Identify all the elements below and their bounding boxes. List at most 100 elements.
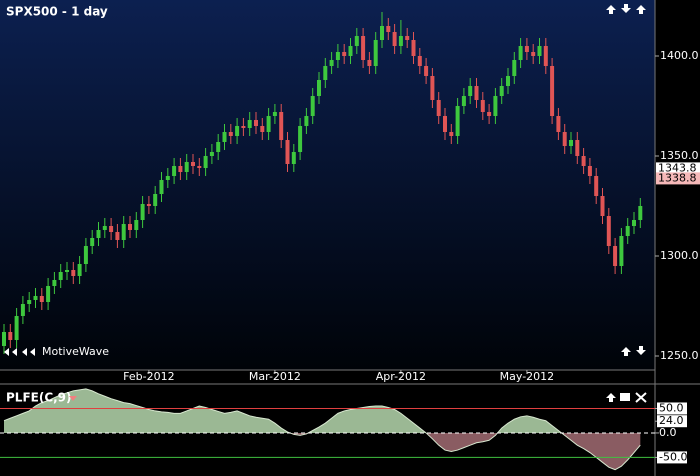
candle-body (499, 86, 504, 96)
candle-body (20, 304, 25, 316)
candle-body (468, 86, 473, 96)
candle-body (392, 32, 397, 46)
candle-body (562, 132, 567, 146)
candle-body (556, 116, 561, 132)
candle-body (575, 140, 580, 156)
candle-body (317, 80, 321, 96)
candle-body (235, 126, 240, 136)
panel-close[interactable] (635, 392, 647, 403)
candle-body (247, 120, 252, 128)
candle-body (216, 142, 221, 152)
y-tick-label: 1350.0 (660, 149, 699, 162)
candle-body (632, 220, 636, 226)
candle-body (65, 270, 69, 272)
area-outline (3, 388, 641, 471)
candle-body (178, 166, 183, 172)
candle-body (39, 296, 44, 302)
candle-body (512, 60, 517, 76)
candle-body (222, 132, 227, 142)
y-tick-label: 0.0 (659, 426, 677, 439)
y-tick-box (657, 402, 687, 415)
candle-body (405, 36, 410, 40)
candle-body (304, 116, 309, 126)
candle-body (285, 140, 290, 164)
candle-body (165, 176, 170, 180)
candle-body (348, 46, 353, 56)
candle-body (184, 162, 189, 172)
y-tick-label: 50.0 (659, 401, 684, 414)
candle-body (386, 26, 391, 32)
panel-up[interactable] (606, 393, 616, 402)
candle-body (373, 40, 378, 66)
candle-body (228, 132, 233, 136)
y-tick-label: -50.0 (659, 450, 687, 463)
y-tick-label: 1400.0 (660, 49, 699, 62)
nav-arrows[interactable] (606, 4, 646, 14)
candle-body (102, 226, 107, 230)
candle-body (461, 96, 466, 106)
candle-body (606, 216, 611, 246)
candle-body (83, 246, 88, 264)
candle-body (71, 270, 76, 276)
x-tick-label: Apr-2012 (376, 370, 426, 383)
candle-body (298, 126, 303, 152)
indicator-marker (69, 396, 77, 401)
candle-body (537, 46, 542, 56)
toolbar-icons (4, 4, 647, 403)
candle-body (550, 66, 555, 116)
candle-body (619, 236, 624, 266)
candle-body (430, 76, 435, 100)
candle-body (254, 120, 258, 126)
candle-body (121, 224, 126, 240)
candle-body (109, 226, 114, 232)
candle-body (443, 116, 447, 132)
candle-body (581, 156, 586, 166)
candle-body (518, 46, 523, 60)
candle-body (46, 286, 51, 302)
watermark: MotiveWave (42, 345, 109, 358)
candle-body (569, 140, 573, 146)
candle-body (367, 60, 372, 66)
price-label-box (656, 162, 700, 175)
chart-title: SPX500 - 1 day (6, 5, 108, 19)
candle-body (480, 100, 485, 112)
candle-body (14, 316, 19, 340)
candle-body (260, 126, 265, 132)
candle-body (241, 126, 246, 128)
candle-body (417, 56, 422, 66)
candle-body (335, 52, 340, 60)
candle-body (197, 166, 202, 168)
y-tick-label: 1300.0 (660, 249, 699, 262)
candle-body (8, 332, 13, 340)
candle-body (524, 46, 529, 52)
candle-body (487, 112, 492, 116)
y-tick-label: 1250.0 (660, 349, 699, 362)
candle-body (2, 332, 6, 346)
y-tick-box (657, 451, 687, 464)
area-positive (4, 388, 641, 433)
candle-body (279, 112, 284, 140)
price-label: 1338.8 (658, 171, 697, 184)
candle-body (134, 220, 139, 230)
y-tick-box (657, 415, 687, 428)
x-tick-label: May-2012 (500, 370, 555, 383)
candle-body (272, 112, 277, 116)
candle-body (96, 230, 101, 238)
indicator-title: PLFE(C,9) (6, 391, 72, 405)
candle-body (323, 66, 328, 80)
plot: 1250.0 1300.0 1350.0 1400.0 Feb-2012 Mar-2012… (0, 12, 700, 471)
candle-body (266, 116, 271, 132)
candle-body (436, 100, 441, 116)
candle-body (90, 238, 95, 246)
candle-body (153, 194, 158, 206)
candle-body (455, 106, 460, 136)
panel-maximize[interactable] (620, 393, 630, 401)
candle-body (342, 52, 347, 56)
price-label: 1343.8 (658, 161, 697, 174)
candle-body (172, 166, 177, 176)
x-tick-label: Mar-2012 (249, 370, 301, 383)
zoom-arrows[interactable] (621, 346, 646, 356)
candle-body (115, 232, 120, 240)
candle-body (209, 152, 214, 156)
